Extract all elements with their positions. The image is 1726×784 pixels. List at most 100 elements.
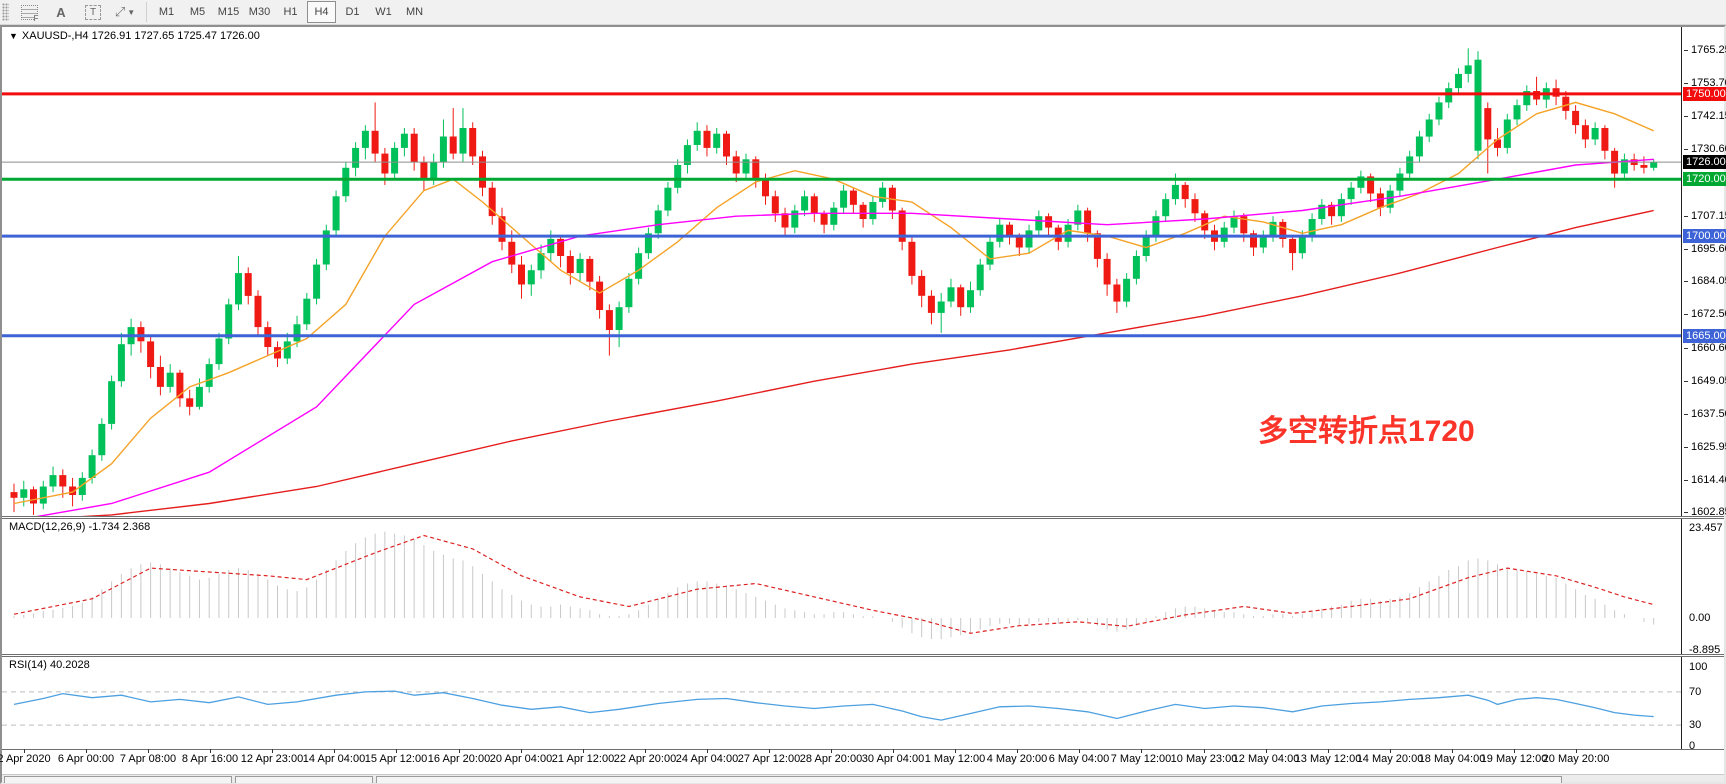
time-axis-label: 20 Apr 04:00 bbox=[489, 753, 553, 765]
candle-body bbox=[1025, 230, 1033, 248]
macd-splitter[interactable] bbox=[2, 516, 1724, 519]
candle-body bbox=[274, 347, 281, 359]
timeframe-button-m30[interactable]: M30 bbox=[248, 6, 271, 18]
candle-body bbox=[547, 238, 555, 254]
candle-body bbox=[576, 258, 584, 274]
candle-body bbox=[1347, 187, 1355, 200]
macd-pane[interactable] bbox=[2, 519, 1681, 654]
time-axis-tick bbox=[272, 749, 273, 753]
candle-body bbox=[518, 264, 525, 285]
toolbar-grip[interactable] bbox=[2, 3, 9, 21]
candle-body bbox=[449, 136, 457, 154]
status-strip-segment-0[interactable] bbox=[4, 776, 232, 783]
label-tool-button[interactable]: T bbox=[77, 1, 109, 24]
candle-body bbox=[430, 162, 438, 180]
timeframe-button-mn[interactable]: MN bbox=[405, 6, 424, 18]
candle-body bbox=[215, 338, 223, 365]
candle-body bbox=[957, 287, 965, 308]
time-axis-tick bbox=[459, 749, 460, 753]
timeframe-button-h1[interactable]: H1 bbox=[283, 6, 298, 18]
candle-body bbox=[566, 256, 574, 274]
timeframe-button-m15[interactable]: M15 bbox=[217, 6, 240, 18]
candle-body bbox=[693, 130, 701, 145]
candle-body bbox=[1415, 136, 1423, 157]
time-axis-label: 4 May 20:00 bbox=[986, 753, 1048, 765]
time-axis-tick bbox=[1141, 749, 1142, 753]
price-axis-tick: 1672.50 bbox=[1684, 308, 1726, 320]
candle-body bbox=[1367, 176, 1375, 194]
text-tool-button[interactable]: A bbox=[45, 1, 77, 24]
candle-body bbox=[244, 273, 252, 296]
candle-body bbox=[664, 187, 672, 211]
time-axis-label: 21 Apr 12:00 bbox=[551, 753, 615, 765]
main-chart-pane[interactable] bbox=[2, 27, 1681, 516]
arrows-tool-button[interactable]: ⤢ ▼ bbox=[109, 1, 141, 24]
candle-body bbox=[1562, 96, 1570, 111]
chevron-down-icon: ▼ bbox=[127, 7, 136, 17]
chart-toolbar: F A T ⤢ ▼ M1 M5 M15 M30 H1 H4 D1 W1 MN bbox=[0, 0, 1726, 25]
candle-body bbox=[1601, 128, 1609, 151]
candle-body bbox=[195, 386, 203, 407]
candle-body bbox=[420, 162, 428, 180]
candle-body bbox=[117, 344, 125, 382]
timeframe-button-m1[interactable]: M1 bbox=[158, 6, 175, 18]
price-axis-tick: 1730.60 bbox=[1684, 143, 1726, 155]
candle-body bbox=[801, 196, 809, 211]
symbol-dropdown-icon[interactable]: ▼ bbox=[9, 31, 18, 41]
candle-body bbox=[1581, 125, 1589, 140]
time-axis-label: 12 Apr 23:00 bbox=[240, 753, 304, 765]
time-axis-line bbox=[2, 749, 1724, 750]
price-tag-1720: 1720.00 bbox=[1683, 172, 1726, 186]
candle-body bbox=[479, 156, 486, 188]
candle-body bbox=[1513, 105, 1521, 120]
candle-body bbox=[176, 372, 184, 399]
price-axis-tick: 1614.40 bbox=[1684, 474, 1726, 486]
candle-body bbox=[147, 341, 155, 367]
rsi-splitter[interactable] bbox=[2, 654, 1724, 657]
candle-body bbox=[1191, 199, 1199, 214]
status-strip-segment-1[interactable] bbox=[235, 776, 373, 783]
price-tag-1665: 1665.00 bbox=[1683, 329, 1726, 343]
timeframe-button-m5[interactable]: M5 bbox=[189, 6, 206, 18]
rsi-pane[interactable] bbox=[2, 657, 1681, 749]
candle-body bbox=[947, 287, 955, 302]
ma-slow-red-line bbox=[80, 209, 1654, 516]
timeframe-button-d1[interactable]: D1 bbox=[345, 6, 360, 18]
text-icon: A bbox=[56, 4, 66, 20]
candle-body bbox=[937, 301, 945, 313]
candle-body bbox=[1035, 216, 1043, 231]
timeframe-button-w1[interactable]: W1 bbox=[375, 6, 392, 18]
time-axis-label: 1 May 12:00 bbox=[924, 753, 986, 765]
candle-body bbox=[771, 196, 779, 214]
candle-body bbox=[30, 489, 37, 504]
price-axis-tick: 1649.05 bbox=[1684, 375, 1726, 387]
candle-body bbox=[1474, 59, 1482, 151]
time-axis-tick bbox=[893, 749, 894, 753]
candle-body bbox=[49, 475, 57, 487]
price-axis-tick: 1707.15 bbox=[1684, 210, 1726, 222]
time-axis-label: 10 May 23:00 bbox=[1170, 753, 1238, 765]
rsi-axis-tick: 70 bbox=[1689, 686, 1702, 698]
candle-body bbox=[1201, 213, 1209, 231]
status-strip-segment-2[interactable] bbox=[376, 776, 1562, 783]
time-axis-tick bbox=[583, 749, 584, 753]
price-axis-tick: 1602.85 bbox=[1684, 506, 1726, 518]
candle-body bbox=[1455, 73, 1462, 89]
timeframe-button-h4[interactable]: H4 bbox=[307, 1, 336, 23]
candle-body bbox=[605, 310, 613, 330]
time-axis-tick bbox=[1328, 749, 1329, 753]
candle-body bbox=[879, 187, 887, 202]
candle-body bbox=[1123, 278, 1131, 302]
candle-body bbox=[1181, 184, 1189, 200]
fibonacci-tool-button[interactable]: F bbox=[13, 1, 45, 24]
candle-body bbox=[976, 264, 984, 291]
candle-body bbox=[1259, 236, 1267, 248]
candle-body bbox=[967, 290, 974, 308]
time-axis-label: 22 Apr 20:00 bbox=[613, 753, 677, 765]
candle-body bbox=[1318, 204, 1326, 219]
candle-body bbox=[88, 455, 96, 478]
candle-body bbox=[674, 165, 682, 188]
candle-body bbox=[205, 364, 213, 387]
candle-body bbox=[78, 477, 86, 495]
candle-body bbox=[1269, 221, 1277, 237]
